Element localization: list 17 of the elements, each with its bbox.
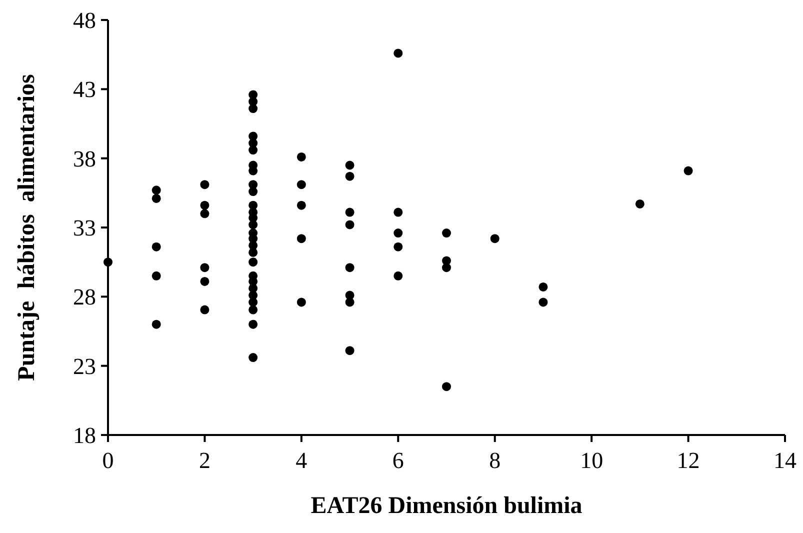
y-tick-label: 28 [73,284,96,310]
x-tick-label: 2 [198,448,210,473]
y-tick-label: 48 [73,8,96,33]
y-tick-label: 38 [73,146,96,172]
x-tick-label: 12 [676,448,700,473]
y-tick-label: 43 [73,77,96,102]
x-tick-label: 0 [102,448,114,473]
x-tick-label: 8 [489,448,501,473]
x-tick-label: 6 [392,448,404,473]
y-tick-label: 23 [73,354,96,379]
x-tick-label: 14 [774,448,797,473]
y-axis-title: Puntaje hábitos alimentarios [14,74,40,381]
x-tick-label: 4 [296,448,308,473]
y-tick-label: 18 [73,423,96,448]
y-tick-label: 33 [73,216,96,240]
x-tick-label: 10 [580,448,604,473]
x-axis-title: EAT26 Dimensión bulimia [310,493,582,519]
